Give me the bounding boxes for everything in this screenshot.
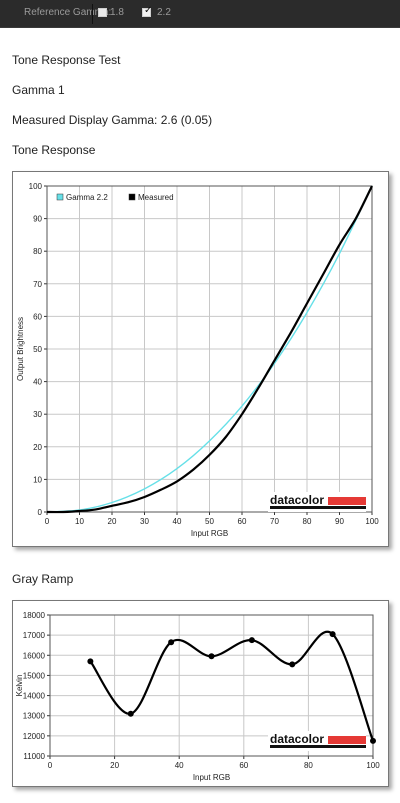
gray-ytick-label: 16000 bbox=[23, 651, 46, 660]
tone-y-axis-label: Output Brightness bbox=[16, 317, 25, 381]
tone-xtick-label: 60 bbox=[238, 517, 247, 526]
toolbar: Reference Gamma: 1.8 ✓ 2.2 bbox=[0, 0, 400, 28]
gray-ytick-label: 11000 bbox=[23, 752, 45, 761]
gray-logo-underline bbox=[270, 745, 366, 748]
gray-xtick-label: 60 bbox=[239, 761, 248, 770]
gray-data-point bbox=[168, 639, 175, 646]
tone-plot-frame bbox=[46, 185, 373, 513]
gray-ytick-label: 18000 bbox=[23, 611, 46, 620]
gray-ytick-label: 12000 bbox=[23, 732, 46, 741]
tone-xtick-label: 90 bbox=[335, 517, 344, 526]
gamma-2-2-checkbox[interactable]: ✓ bbox=[142, 5, 153, 17]
gray-ramp-heading: Gray Ramp bbox=[12, 572, 74, 586]
tone-xtick-label: 80 bbox=[303, 517, 312, 526]
gray-ytick-label: 17000 bbox=[23, 631, 46, 640]
gray-data-point bbox=[248, 637, 255, 644]
tone-xtick-label: 40 bbox=[173, 517, 182, 526]
gray-xtick-label: 20 bbox=[110, 761, 119, 770]
gray-ramp-chart: 0 20 40 60 80 100 11000 12000 13000 14000 15000 160… bbox=[12, 600, 389, 787]
tone-ytick-label: 0 bbox=[38, 508, 43, 517]
tone-ytick-label: 60 bbox=[33, 312, 42, 321]
tone-logo-bar bbox=[328, 497, 366, 505]
gray-x-axis-label: Input RGB bbox=[193, 773, 230, 782]
tone-logo-text: datacolor bbox=[270, 493, 324, 507]
gray-data-point bbox=[87, 658, 94, 665]
measured-gamma-text: Measured Display Gamma: 2.6 (0.05) bbox=[12, 113, 213, 127]
tone-ytick-label: 70 bbox=[33, 280, 42, 289]
gray-data-point bbox=[370, 737, 376, 744]
tone-series-line-gamma-2-2 bbox=[46, 185, 373, 513]
gray-xtick-label: 100 bbox=[366, 761, 380, 770]
tone-ytick-label: 90 bbox=[33, 215, 42, 224]
tone-response-heading: Tone Response bbox=[12, 143, 96, 157]
tone-legend-swatch bbox=[128, 193, 136, 201]
tone-ytick-label: 50 bbox=[33, 345, 42, 354]
gray-data-point bbox=[208, 653, 215, 660]
tone-x-axis-label: Input RGB bbox=[191, 529, 228, 538]
gray-plot-frame bbox=[49, 614, 374, 757]
tone-xtick-label: 50 bbox=[205, 517, 214, 526]
tone-xtick-label: 0 bbox=[45, 517, 50, 526]
tone-ytick-label: 100 bbox=[29, 182, 43, 191]
tone-ytick-label: 80 bbox=[33, 247, 42, 256]
tone-xtick-label: 70 bbox=[270, 517, 279, 526]
tone-xtick-label: 30 bbox=[140, 517, 149, 526]
tone-xtick-label: 20 bbox=[108, 517, 117, 526]
gray-xtick-label: 80 bbox=[304, 761, 313, 770]
toolbar-divider bbox=[92, 4, 93, 24]
gray-data-point bbox=[329, 631, 336, 638]
gray-data-point bbox=[289, 661, 296, 668]
tone-legend-swatch bbox=[56, 193, 64, 201]
tone-ytick-label: 40 bbox=[33, 378, 42, 387]
tone-xtick-label: 10 bbox=[75, 517, 84, 526]
gray-xtick-label: 40 bbox=[175, 761, 184, 770]
tone-series-line-measured bbox=[46, 185, 373, 514]
reference-gamma-label: Reference Gamma: bbox=[24, 7, 112, 18]
gray-logo-bar bbox=[328, 736, 366, 744]
gray-ytick-label: 15000 bbox=[23, 671, 46, 680]
gray-series-line-0 bbox=[89, 630, 375, 742]
gray-y-axis-label: Kelvin bbox=[15, 675, 24, 697]
tone-response-plot: 0 10 20 30 40 50 60 70 80 90 100 0 10 20 30 40 50 60 70 80 9… bbox=[16, 182, 379, 538]
tone-xtick-label: 100 bbox=[365, 517, 379, 526]
gray-xtick-label: 0 bbox=[48, 761, 53, 770]
tone-legend-label: Gamma 2.2 bbox=[66, 193, 108, 202]
tone-ytick-label: 20 bbox=[33, 443, 42, 452]
gray-logo-text: datacolor bbox=[270, 732, 324, 746]
gray-ramp-plot: 0 20 40 60 80 100 11000 12000 13000 14000 15000 160… bbox=[15, 611, 380, 782]
gray-ytick-label: 14000 bbox=[23, 692, 46, 701]
tone-ytick-label: 10 bbox=[33, 475, 42, 484]
check-icon: ✓ bbox=[144, 5, 153, 16]
tone-legend-label: Measured bbox=[138, 193, 174, 202]
tone-ytick-label: 30 bbox=[33, 410, 42, 419]
gamma-1-8-label[interactable]: 1.8 bbox=[110, 7, 124, 18]
tone-logo-underline bbox=[270, 506, 366, 509]
page-title: Tone Response Test bbox=[12, 53, 121, 67]
tone-response-chart: 0 10 20 30 40 50 60 70 80 90 100 0 10 20 30 40 50 60 70 80 9… bbox=[12, 171, 389, 547]
gamma-subtitle: Gamma 1 bbox=[12, 83, 65, 97]
gray-ytick-label: 13000 bbox=[23, 712, 46, 721]
gamma-2-2-label[interactable]: 2.2 bbox=[157, 7, 171, 18]
gray-data-point bbox=[127, 710, 134, 717]
gamma-1-8-checkbox[interactable] bbox=[98, 8, 107, 17]
